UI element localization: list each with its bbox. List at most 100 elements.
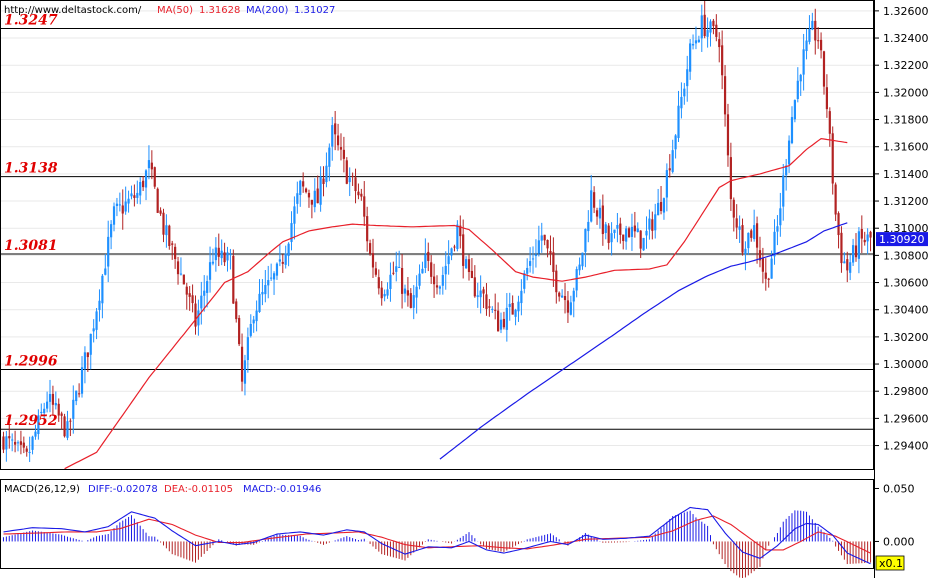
candle xyxy=(805,28,808,60)
candle xyxy=(686,55,689,102)
candle xyxy=(400,254,404,309)
candle xyxy=(558,291,561,302)
candle xyxy=(217,233,220,267)
candle-body xyxy=(799,74,802,82)
candle-body xyxy=(616,224,619,229)
candle xyxy=(211,248,215,266)
candle xyxy=(28,436,31,463)
candle-body xyxy=(351,175,354,177)
candle xyxy=(476,282,479,308)
candle xyxy=(866,228,869,255)
candle xyxy=(674,134,677,159)
candle xyxy=(313,178,316,213)
candle xyxy=(339,133,343,161)
candle-body xyxy=(779,208,782,226)
candle-body xyxy=(630,226,634,237)
macd-tick-label: 0.000 xyxy=(883,535,915,548)
candle-body xyxy=(107,236,110,267)
candle-body xyxy=(264,284,267,295)
candle xyxy=(281,254,284,273)
candle-body xyxy=(514,309,517,317)
candle-body xyxy=(334,123,337,135)
price-tick-label: 1.30600 xyxy=(883,277,929,290)
candle xyxy=(226,246,229,272)
chart-header: http://www.deltastock.com/ MA(50) 1.3162… xyxy=(4,5,335,16)
candle xyxy=(732,197,735,232)
candle-body xyxy=(543,234,546,241)
candle xyxy=(651,211,654,240)
candle xyxy=(92,319,95,343)
candle xyxy=(694,26,698,50)
candle-body xyxy=(508,303,511,307)
candle xyxy=(712,18,715,35)
candle xyxy=(112,202,116,232)
candle xyxy=(639,230,642,259)
candle-body xyxy=(95,311,98,330)
candle xyxy=(200,281,203,325)
candle xyxy=(697,35,700,43)
candle xyxy=(464,256,468,269)
candle xyxy=(357,183,360,200)
candle xyxy=(659,186,663,215)
candle-body xyxy=(238,318,241,345)
candle xyxy=(403,284,407,303)
candle-body xyxy=(72,399,75,419)
candle-body xyxy=(124,201,127,212)
candle xyxy=(729,142,732,211)
candle-body xyxy=(593,192,596,208)
candle-body xyxy=(453,246,456,248)
candle xyxy=(13,430,17,453)
candle-body xyxy=(115,203,119,206)
candle-body xyxy=(377,277,380,289)
candle xyxy=(374,261,377,277)
price-tick-label: 1.32200 xyxy=(883,59,929,72)
candle xyxy=(130,185,133,200)
frames xyxy=(0,0,875,578)
candle xyxy=(825,74,828,118)
candle xyxy=(546,239,549,258)
candle-body xyxy=(811,20,814,30)
candle-body xyxy=(16,442,20,444)
candle xyxy=(275,262,279,280)
candle-body xyxy=(223,252,226,263)
candle-body xyxy=(293,206,296,224)
candle-body xyxy=(732,199,735,218)
candle xyxy=(633,211,636,238)
scale-badge-box xyxy=(875,555,905,571)
candle xyxy=(238,315,241,347)
candle-body xyxy=(319,176,322,205)
candle-body xyxy=(83,352,87,369)
candle-body xyxy=(662,198,666,213)
candle-body xyxy=(860,228,863,239)
candle-body xyxy=(511,302,514,315)
candle-body xyxy=(8,436,11,439)
candle-body xyxy=(849,262,852,273)
candle xyxy=(107,220,110,283)
candle xyxy=(261,279,264,306)
candle xyxy=(636,222,639,233)
level-label: 1.3247 xyxy=(4,13,58,29)
candle-body xyxy=(430,262,433,277)
candle-body xyxy=(526,267,529,274)
candle-body xyxy=(432,276,436,285)
candle-body xyxy=(261,291,264,295)
candle-body xyxy=(604,224,607,234)
price-tick-label: 1.29400 xyxy=(883,440,929,453)
candle xyxy=(738,215,741,243)
candle xyxy=(208,246,212,293)
candle xyxy=(851,238,855,267)
candle-body xyxy=(770,258,773,279)
candle-body xyxy=(531,258,535,260)
candle xyxy=(610,222,613,256)
candle-body xyxy=(642,237,645,251)
candle xyxy=(622,234,625,250)
macd-panel-frame xyxy=(0,479,874,569)
candle xyxy=(2,431,5,454)
candle-body xyxy=(246,337,249,361)
candle xyxy=(709,19,712,47)
candle xyxy=(575,266,578,298)
candle xyxy=(584,228,587,268)
candle-body xyxy=(31,436,34,450)
candle xyxy=(758,236,762,268)
candle xyxy=(63,413,66,438)
